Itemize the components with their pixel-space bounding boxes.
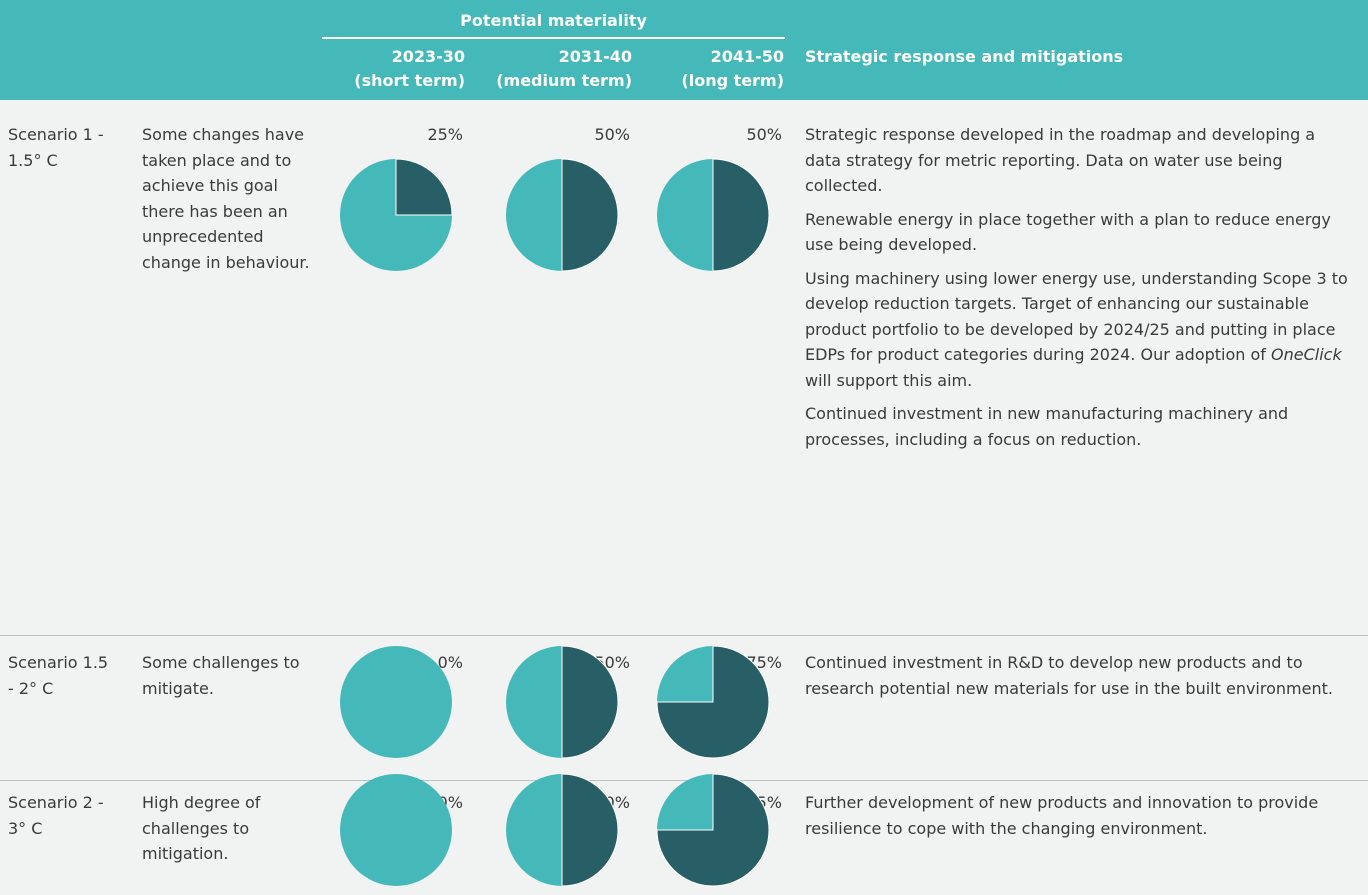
pie	[657, 158, 770, 272]
response: Continued investment in R&D to develop n…	[805, 650, 1353, 709]
response-text: Continued investment in new manufacturin…	[805, 404, 1289, 449]
pie-slice	[712, 158, 770, 272]
row-separator	[0, 635, 1368, 636]
percent-label: 50%	[746, 125, 782, 144]
response-paragraph: Continued investment in R&D to develop n…	[805, 650, 1353, 701]
percent-label: 25%	[427, 125, 463, 144]
response: Further development of new products and …	[805, 790, 1353, 849]
response-text: Using machinery using lower energy use, …	[805, 268, 1348, 365]
response-paragraph: Using machinery using lower energy use, …	[805, 266, 1353, 394]
pie-slice	[395, 158, 453, 216]
pie	[656, 645, 770, 759]
response-paragraph: Strategic response developed in the road…	[805, 122, 1353, 199]
column-period: 2031-40	[558, 47, 632, 66]
percent-label: 50%	[594, 125, 630, 144]
response-text: Strategic response developed in the road…	[805, 125, 1316, 195]
pie	[340, 158, 453, 271]
scenario: Scenario 2 - 3° C	[8, 793, 104, 838]
pie-base	[340, 646, 452, 758]
response-paragraph: Further development of new products and …	[805, 790, 1353, 841]
pie-slice	[561, 158, 619, 272]
pie-slice	[656, 645, 770, 759]
pie	[340, 646, 452, 758]
scenario: Scenario 1.5 - 2° C	[8, 653, 109, 698]
response-text: OneClick	[1271, 345, 1342, 364]
response-paragraph: Continued investment in new manufacturin…	[805, 401, 1353, 452]
pie	[656, 773, 770, 887]
row-separator	[0, 780, 1368, 781]
pie-slice	[561, 645, 619, 759]
description: High degree of challenges to mitigation.	[142, 793, 261, 863]
column-term: (medium term)	[496, 71, 632, 90]
response-paragraph: Renewable energy in place together with …	[805, 207, 1353, 258]
pie	[340, 774, 452, 886]
pie	[506, 773, 619, 887]
response-text: Continued investment in R&D to develop n…	[805, 653, 1333, 698]
pie-slice	[656, 773, 770, 887]
response-text: Renewable energy in place together with …	[805, 209, 1331, 255]
response: Strategic response developed in the road…	[805, 122, 1353, 460]
column-period: 2041-50	[710, 47, 784, 66]
group-header: Potential materiality	[460, 11, 647, 30]
description: Some changes have taken place and to ach…	[142, 125, 310, 272]
column-period: 2023-30	[391, 47, 465, 66]
pie	[506, 645, 619, 759]
description: Some challenges to mitigate.	[142, 653, 300, 698]
response-header: Strategic response and mitigations	[805, 47, 1124, 66]
header-bar	[0, 0, 1368, 100]
pie-slice	[561, 773, 619, 887]
percent-label: 0%	[437, 653, 463, 672]
column-term: (short term)	[354, 71, 465, 90]
pie	[506, 158, 619, 272]
response-text: will support this aim.	[805, 370, 973, 390]
pie-base	[340, 774, 452, 886]
scenario: Scenario 1 - 1.5° C	[8, 125, 104, 170]
response-text: Further development of new products and …	[805, 793, 1319, 838]
column-term: (long term)	[681, 71, 784, 90]
group-underline	[322, 37, 785, 39]
